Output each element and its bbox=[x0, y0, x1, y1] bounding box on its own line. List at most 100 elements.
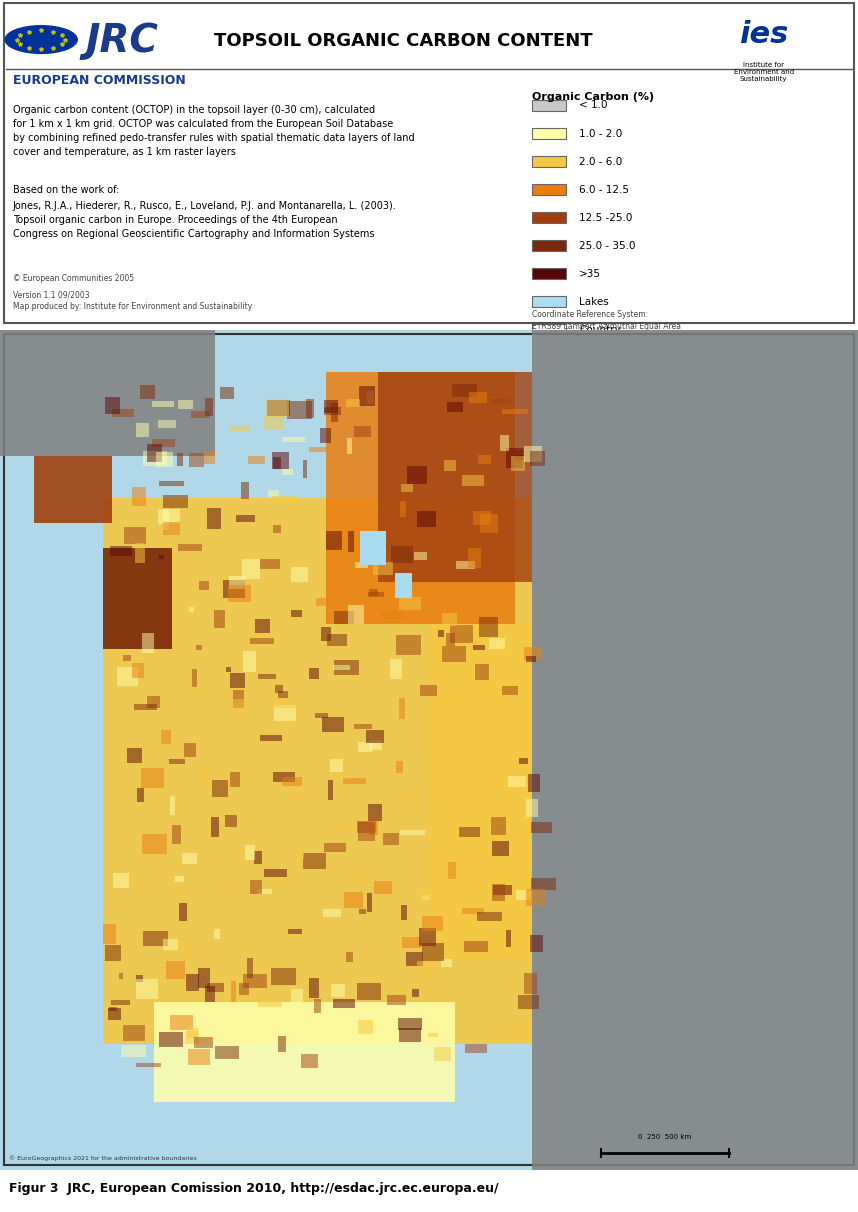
Bar bbox=[491, 817, 506, 835]
Text: 1.0 - 2.0: 1.0 - 2.0 bbox=[579, 128, 622, 138]
Bar bbox=[368, 593, 384, 596]
Bar bbox=[346, 953, 353, 962]
Bar bbox=[532, 184, 566, 195]
Bar bbox=[357, 983, 381, 1000]
Bar bbox=[272, 452, 289, 469]
Bar bbox=[367, 390, 374, 404]
Bar bbox=[491, 399, 511, 404]
Bar bbox=[360, 387, 375, 406]
Text: Lakes: Lakes bbox=[579, 297, 609, 307]
Bar bbox=[532, 99, 566, 112]
Bar bbox=[326, 372, 515, 624]
Text: Based on the work of:: Based on the work of: bbox=[13, 184, 119, 195]
Bar bbox=[446, 633, 456, 646]
Bar bbox=[335, 762, 347, 779]
Bar bbox=[324, 400, 338, 413]
Bar bbox=[211, 817, 219, 836]
Bar bbox=[347, 438, 352, 453]
Bar bbox=[191, 411, 210, 418]
Bar bbox=[492, 841, 510, 857]
Bar bbox=[512, 450, 524, 454]
Bar bbox=[448, 863, 456, 879]
Bar bbox=[315, 999, 321, 1013]
Bar bbox=[147, 697, 160, 708]
Bar bbox=[357, 822, 377, 834]
Bar bbox=[196, 645, 202, 651]
Bar bbox=[247, 957, 253, 978]
Bar bbox=[278, 691, 287, 698]
Bar bbox=[103, 498, 532, 1044]
Bar bbox=[324, 407, 341, 415]
Bar bbox=[239, 983, 249, 995]
Bar bbox=[269, 490, 279, 497]
Bar bbox=[532, 156, 566, 167]
Bar bbox=[251, 629, 270, 642]
Bar bbox=[190, 453, 204, 467]
Bar bbox=[170, 1016, 193, 1030]
Bar bbox=[163, 939, 178, 950]
Bar bbox=[477, 911, 502, 921]
Bar bbox=[185, 973, 199, 991]
Bar bbox=[241, 482, 249, 498]
Text: © European Communities 2005: © European Communities 2005 bbox=[13, 274, 134, 282]
Bar bbox=[260, 736, 282, 741]
Bar bbox=[492, 885, 505, 902]
Bar bbox=[334, 611, 354, 624]
Bar bbox=[371, 741, 382, 750]
Bar bbox=[140, 384, 154, 399]
Text: 6.0 - 12.5: 6.0 - 12.5 bbox=[579, 184, 629, 195]
Text: ies: ies bbox=[739, 21, 789, 50]
Bar bbox=[480, 514, 498, 533]
Bar bbox=[282, 438, 305, 442]
Bar bbox=[254, 851, 262, 864]
Text: Figur 3  JRC, European Comission 2010, http://esdac.jrc.ec.europa.eu/: Figur 3 JRC, European Comission 2010, ht… bbox=[9, 1182, 498, 1195]
Bar bbox=[422, 916, 444, 931]
Bar bbox=[257, 1001, 281, 1007]
Bar bbox=[142, 768, 165, 788]
Bar bbox=[350, 869, 366, 885]
Bar bbox=[178, 453, 184, 467]
Bar bbox=[450, 625, 473, 644]
Bar bbox=[474, 645, 485, 650]
Bar bbox=[532, 127, 566, 139]
Text: Institute for
Environment and
Sustainability: Institute for Environment and Sustainabi… bbox=[734, 62, 794, 81]
Bar bbox=[531, 822, 552, 833]
Bar bbox=[368, 544, 376, 564]
Bar bbox=[260, 560, 280, 568]
Bar bbox=[400, 596, 421, 610]
Bar bbox=[354, 427, 371, 438]
Text: < 1.0: < 1.0 bbox=[579, 101, 607, 110]
Bar bbox=[530, 451, 545, 465]
Bar bbox=[402, 484, 413, 492]
Bar bbox=[442, 646, 466, 662]
Bar bbox=[348, 605, 364, 624]
Text: 12.5 -25.0: 12.5 -25.0 bbox=[579, 212, 632, 223]
Bar bbox=[143, 451, 166, 465]
Bar bbox=[523, 647, 541, 661]
Bar bbox=[136, 979, 159, 999]
Bar bbox=[372, 562, 394, 574]
Bar bbox=[518, 995, 540, 1010]
Bar bbox=[333, 999, 355, 1008]
Bar bbox=[291, 611, 302, 617]
Bar bbox=[158, 867, 163, 879]
Bar bbox=[207, 983, 224, 991]
Bar bbox=[500, 726, 511, 738]
Bar bbox=[309, 447, 326, 452]
Bar bbox=[212, 779, 228, 796]
Bar bbox=[207, 508, 221, 530]
Bar bbox=[243, 560, 261, 578]
Bar bbox=[136, 423, 149, 436]
Bar bbox=[354, 725, 372, 728]
Bar bbox=[399, 698, 405, 719]
Bar bbox=[323, 716, 344, 732]
Bar bbox=[422, 894, 431, 901]
Bar bbox=[408, 465, 426, 484]
Bar bbox=[266, 399, 288, 417]
Bar bbox=[156, 452, 173, 467]
Bar bbox=[112, 410, 134, 417]
Bar bbox=[484, 827, 491, 833]
Bar bbox=[526, 656, 535, 662]
Bar bbox=[333, 664, 350, 670]
Bar bbox=[468, 391, 487, 404]
